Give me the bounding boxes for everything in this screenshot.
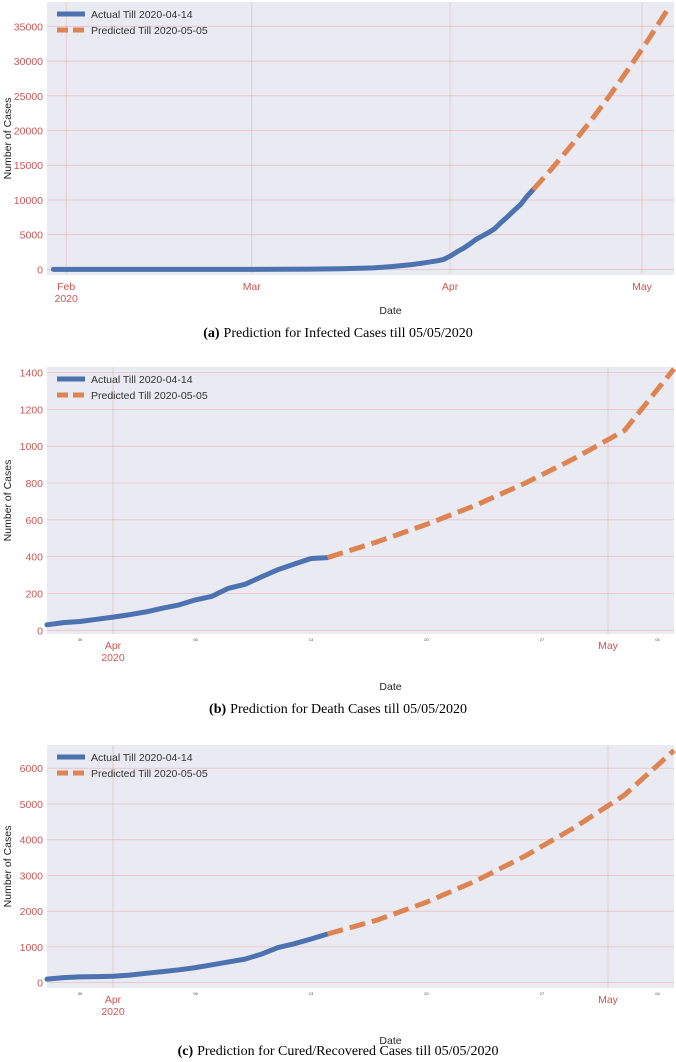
y-tick-label: 800 [25, 478, 43, 490]
x-axis-label: Date [379, 681, 401, 693]
x-tick-label: May [598, 994, 619, 1006]
caption-prefix: (a) [203, 326, 220, 341]
x-minor-tick-label: 13 [309, 991, 314, 996]
series-line-1 [326, 748, 676, 937]
y-tick-label: 2000 [20, 906, 44, 918]
y-tick-label: 1200 [20, 404, 44, 416]
y-axis-label: Number of Cases [2, 98, 14, 180]
chart-0: 0 5000 10000 15000 20000 25000 30000 35000 Feb20… [2, 2, 674, 341]
y-tick-label: 35000 [14, 21, 43, 33]
y-tick-label: 25000 [14, 91, 43, 103]
figure-caption: (b) Prediction for Death Cases till 05/05… [209, 702, 467, 717]
plot-area [47, 2, 674, 275]
legend-label: Actual Till 2020-04-14 [91, 752, 193, 764]
y-tick-label: 200 [25, 588, 43, 600]
legend-label: Actual Till 2020-04-14 [91, 9, 193, 21]
x-tick-label: Mar [243, 281, 262, 293]
x-minor-tick-label: 30 [78, 991, 83, 996]
y-tick-label: 15000 [14, 160, 43, 172]
x-tick-label: Feb [57, 281, 75, 293]
figure-caption: (c) Prediction for Cured/Recovered Cases … [178, 1044, 499, 1059]
x-tick-sublabel: 2020 [101, 652, 125, 664]
x-tick-label: May [598, 640, 619, 652]
x-minor-tick-label: 04 [655, 637, 660, 642]
x-minor-tick-label: 27 [540, 637, 545, 642]
x-axis-label: Date [379, 305, 401, 317]
x-axis-label: Date [379, 1035, 401, 1047]
y-tick-label: 1000 [20, 942, 44, 954]
x-tick-label: Apr [105, 640, 122, 652]
legend: Actual Till 2020-04-14 Predicted Till 202… [57, 752, 208, 780]
y-tick-label: 400 [25, 552, 43, 564]
series-line-1 [326, 367, 676, 560]
y-tick-label: 10000 [14, 195, 43, 207]
plot-area [47, 745, 674, 988]
legend-label: Predicted Till 2020-05-05 [91, 25, 208, 37]
y-axis-label: Number of Cases [2, 460, 14, 542]
figure-caption: (a) Prediction for Infected Cases till 05… [203, 326, 473, 341]
series-line-0 [44, 555, 330, 628]
y-tick-label: 6000 [20, 763, 44, 775]
caption-text: Prediction for Cured/Recovered Cases til… [197, 1044, 498, 1059]
series-line-0 [44, 931, 330, 982]
x-tick-sublabel: 2020 [55, 293, 79, 305]
legend-label: Actual Till 2020-04-14 [91, 374, 193, 386]
y-tick-label: 0 [37, 625, 43, 637]
y-tick-label: 600 [25, 515, 43, 527]
y-tick-label: 5000 [20, 799, 44, 811]
caption-prefix: (b) [209, 702, 226, 717]
x-tick-label: May [632, 281, 653, 293]
x-minor-tick-label: 30 [78, 637, 83, 642]
y-tick-label: 30000 [14, 56, 43, 68]
y-tick-label: 3000 [20, 870, 44, 882]
legend: Actual Till 2020-04-14 Predicted Till 202… [57, 9, 208, 37]
legend: Actual Till 2020-04-14 Predicted Till 202… [57, 374, 208, 402]
caption-prefix: (c) [178, 1044, 194, 1059]
x-tick-label: Apr [105, 994, 122, 1006]
y-tick-label: 20000 [14, 126, 43, 138]
plot-area [47, 367, 674, 634]
caption-text: Prediction for Infected Cases till 05/05… [224, 326, 473, 341]
series-line-0 [50, 187, 536, 272]
y-tick-label: 4000 [20, 835, 44, 847]
series-line-1 [531, 8, 670, 192]
x-minor-tick-label: 20 [424, 637, 429, 642]
x-minor-tick-label: 06 [193, 991, 198, 996]
y-tick-label: 0 [37, 978, 43, 990]
x-minor-tick-label: 06 [193, 637, 198, 642]
y-axis-label: Number of Cases [2, 826, 14, 908]
x-tick-sublabel: 2020 [101, 1006, 125, 1018]
x-minor-tick-label: 27 [540, 991, 545, 996]
y-tick-label: 5000 [20, 230, 44, 242]
y-tick-label: 0 [37, 264, 43, 276]
x-tick-label: Apr [442, 281, 459, 293]
y-tick-label: 1000 [20, 441, 44, 453]
legend-label: Predicted Till 2020-05-05 [91, 768, 208, 780]
x-minor-tick-label: 13 [309, 637, 314, 642]
legend-label: Predicted Till 2020-05-05 [91, 390, 208, 402]
caption-text: Prediction for Death Cases till 05/05/20… [230, 702, 467, 717]
y-tick-label: 1400 [20, 368, 44, 380]
x-minor-tick-label: 20 [424, 991, 429, 996]
x-minor-tick-label: 04 [655, 991, 660, 996]
